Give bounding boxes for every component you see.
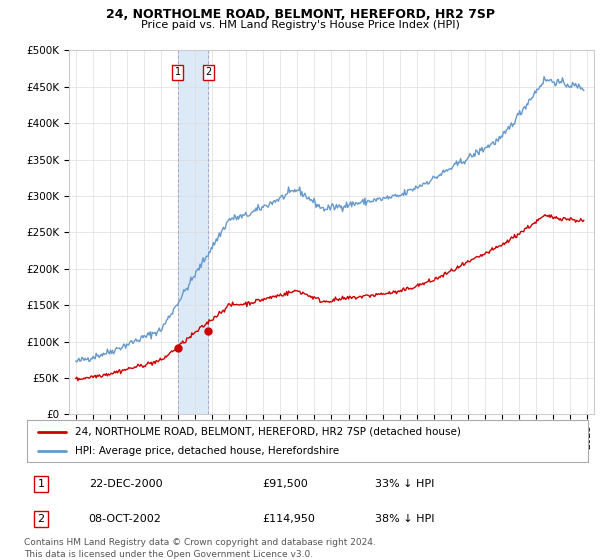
Text: 38% ↓ HPI: 38% ↓ HPI <box>375 514 434 524</box>
Text: 24, NORTHOLME ROAD, BELMONT, HEREFORD, HR2 7SP: 24, NORTHOLME ROAD, BELMONT, HEREFORD, H… <box>106 8 494 21</box>
Text: HPI: Average price, detached house, Herefordshire: HPI: Average price, detached house, Here… <box>74 446 339 456</box>
Text: Contains HM Land Registry data © Crown copyright and database right 2024.
This d: Contains HM Land Registry data © Crown c… <box>24 538 376 559</box>
Text: 1: 1 <box>175 67 181 77</box>
Text: 33% ↓ HPI: 33% ↓ HPI <box>375 479 434 489</box>
Text: 22-DEC-2000: 22-DEC-2000 <box>89 479 163 489</box>
Text: 24, NORTHOLME ROAD, BELMONT, HEREFORD, HR2 7SP (detached house): 24, NORTHOLME ROAD, BELMONT, HEREFORD, H… <box>74 427 461 437</box>
Text: £114,950: £114,950 <box>263 514 316 524</box>
Text: Price paid vs. HM Land Registry's House Price Index (HPI): Price paid vs. HM Land Registry's House … <box>140 20 460 30</box>
Text: £91,500: £91,500 <box>263 479 308 489</box>
Text: 2: 2 <box>37 514 44 524</box>
Text: 1: 1 <box>38 479 44 489</box>
Text: 08-OCT-2002: 08-OCT-2002 <box>89 514 161 524</box>
Bar <box>178 50 208 414</box>
Text: 2: 2 <box>205 67 211 77</box>
